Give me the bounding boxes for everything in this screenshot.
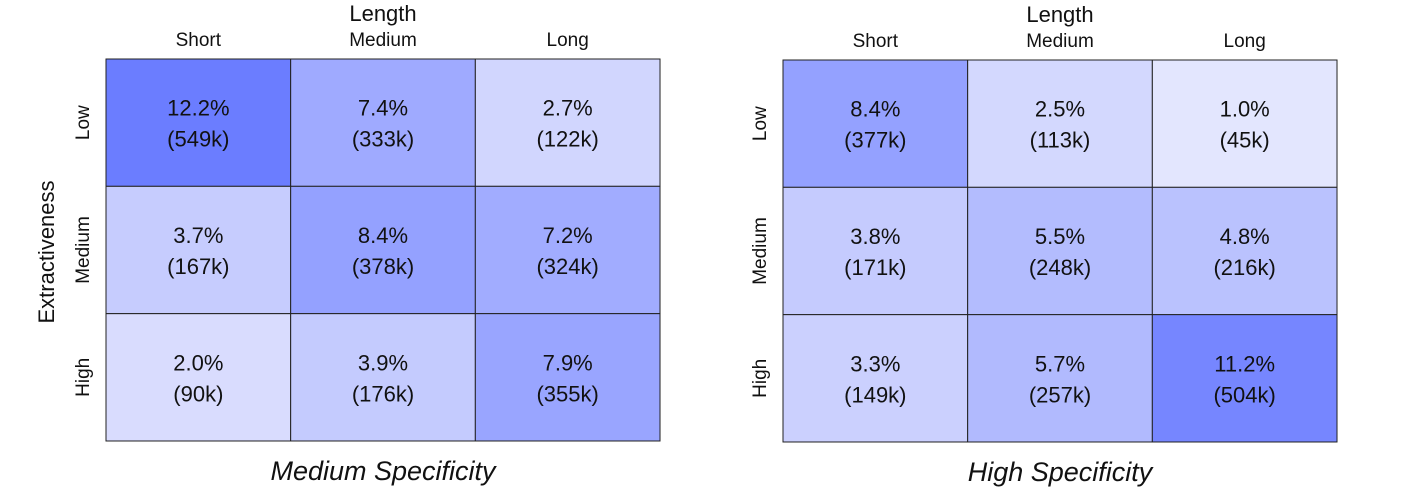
y-axis-title: Extractiveness: [34, 180, 59, 323]
x-tick-label: Short: [853, 31, 899, 52]
x-tick-label: Long: [1224, 31, 1266, 52]
cell-count-label: (167k): [167, 254, 229, 279]
y-tick-label: Low: [73, 105, 94, 140]
cell-percent-label: 2.5%: [1035, 97, 1085, 122]
y-tick-label: High: [750, 359, 771, 398]
x-tick-label: Medium: [349, 30, 417, 51]
cell-percent-label: 8.4%: [358, 223, 408, 248]
heatmap-cell: [290, 313, 476, 442]
cell-percent-label: 3.3%: [850, 351, 900, 376]
cell-percent-label: 2.0%: [173, 350, 223, 375]
heatmap-cell: [474, 185, 661, 315]
cell-percent-label: 3.8%: [850, 224, 900, 249]
heatmap-cell: [474, 313, 661, 442]
heatmap-cell: [105, 58, 292, 187]
cell-count-label: (176k): [352, 381, 414, 406]
cell-count-label: (216k): [1213, 255, 1275, 280]
x-tick-label: Long: [547, 30, 589, 51]
cell-percent-label: 2.7%: [543, 96, 593, 121]
heatmap-cell: [782, 186, 969, 316]
heatmap-cell: [290, 58, 476, 187]
y-tick-label: Medium: [750, 217, 771, 285]
heatmap-cell: [1151, 314, 1338, 443]
y-tick-label: High: [73, 358, 94, 397]
cell-count-label: (378k): [352, 254, 414, 279]
heatmap-cell: [1151, 186, 1338, 316]
cell-count-label: (248k): [1029, 255, 1091, 280]
heatmap-cell: [967, 186, 1153, 316]
cell-count-label: (377k): [844, 128, 906, 153]
cell-percent-label: 12.2%: [167, 96, 229, 121]
cell-count-label: (549k): [167, 127, 229, 152]
heatmap-cell: [105, 313, 292, 442]
y-tick-label: Low: [750, 106, 771, 141]
heatmap-panel-2: Length Short Medium Long Low Medium High 8.4% (3…: [750, 2, 1338, 487]
heatmap-cell: [290, 185, 476, 315]
heatmap-cell: [105, 185, 292, 315]
heatmap-panel-1: Length Short Medium Long Low Medium High 12.2% (…: [73, 1, 661, 486]
cell-percent-label: 7.4%: [358, 96, 408, 121]
cell-percent-label: 8.4%: [850, 97, 900, 122]
heatmap-cell: [967, 59, 1153, 188]
cell-count-label: (504k): [1213, 382, 1275, 407]
cell-count-label: (122k): [536, 127, 598, 152]
panel-title: Medium Specificity: [270, 456, 497, 486]
x-tick-label: Medium: [1026, 31, 1094, 52]
heatmap-cell: [782, 314, 969, 443]
heatmap-cell: [1151, 59, 1338, 188]
panel-title: High Specificity: [968, 457, 1154, 487]
cell-percent-label: 11.2%: [1214, 351, 1275, 376]
cell-percent-label: 5.7%: [1035, 351, 1085, 376]
cell-count-label: (333k): [352, 127, 414, 152]
cell-percent-label: 1.0%: [1220, 97, 1270, 122]
cell-count-label: (171k): [844, 255, 906, 280]
cell-percent-label: 3.9%: [358, 350, 408, 375]
heatmap-cell: [967, 314, 1153, 443]
x-axis-title: Length: [1026, 2, 1093, 27]
heatmap-cell: [474, 58, 661, 187]
cell-count-label: (257k): [1029, 382, 1091, 407]
cell-percent-label: 7.2%: [543, 223, 593, 248]
cell-count-label: (45k): [1220, 128, 1270, 153]
y-tick-label: Medium: [73, 216, 94, 284]
cell-percent-label: 4.8%: [1220, 224, 1270, 249]
cell-percent-label: 7.9%: [543, 350, 593, 375]
cell-count-label: (324k): [536, 254, 598, 279]
cell-percent-label: 5.5%: [1035, 224, 1085, 249]
cell-count-label: (149k): [844, 382, 906, 407]
cell-count-label: (90k): [173, 381, 223, 406]
heatmap-cell: [782, 59, 969, 188]
cell-count-label: (355k): [536, 381, 598, 406]
x-axis-title: Length: [349, 1, 416, 26]
cell-count-label: (113k): [1030, 128, 1091, 153]
x-tick-label: Short: [176, 30, 222, 51]
cell-percent-label: 3.7%: [173, 223, 223, 248]
